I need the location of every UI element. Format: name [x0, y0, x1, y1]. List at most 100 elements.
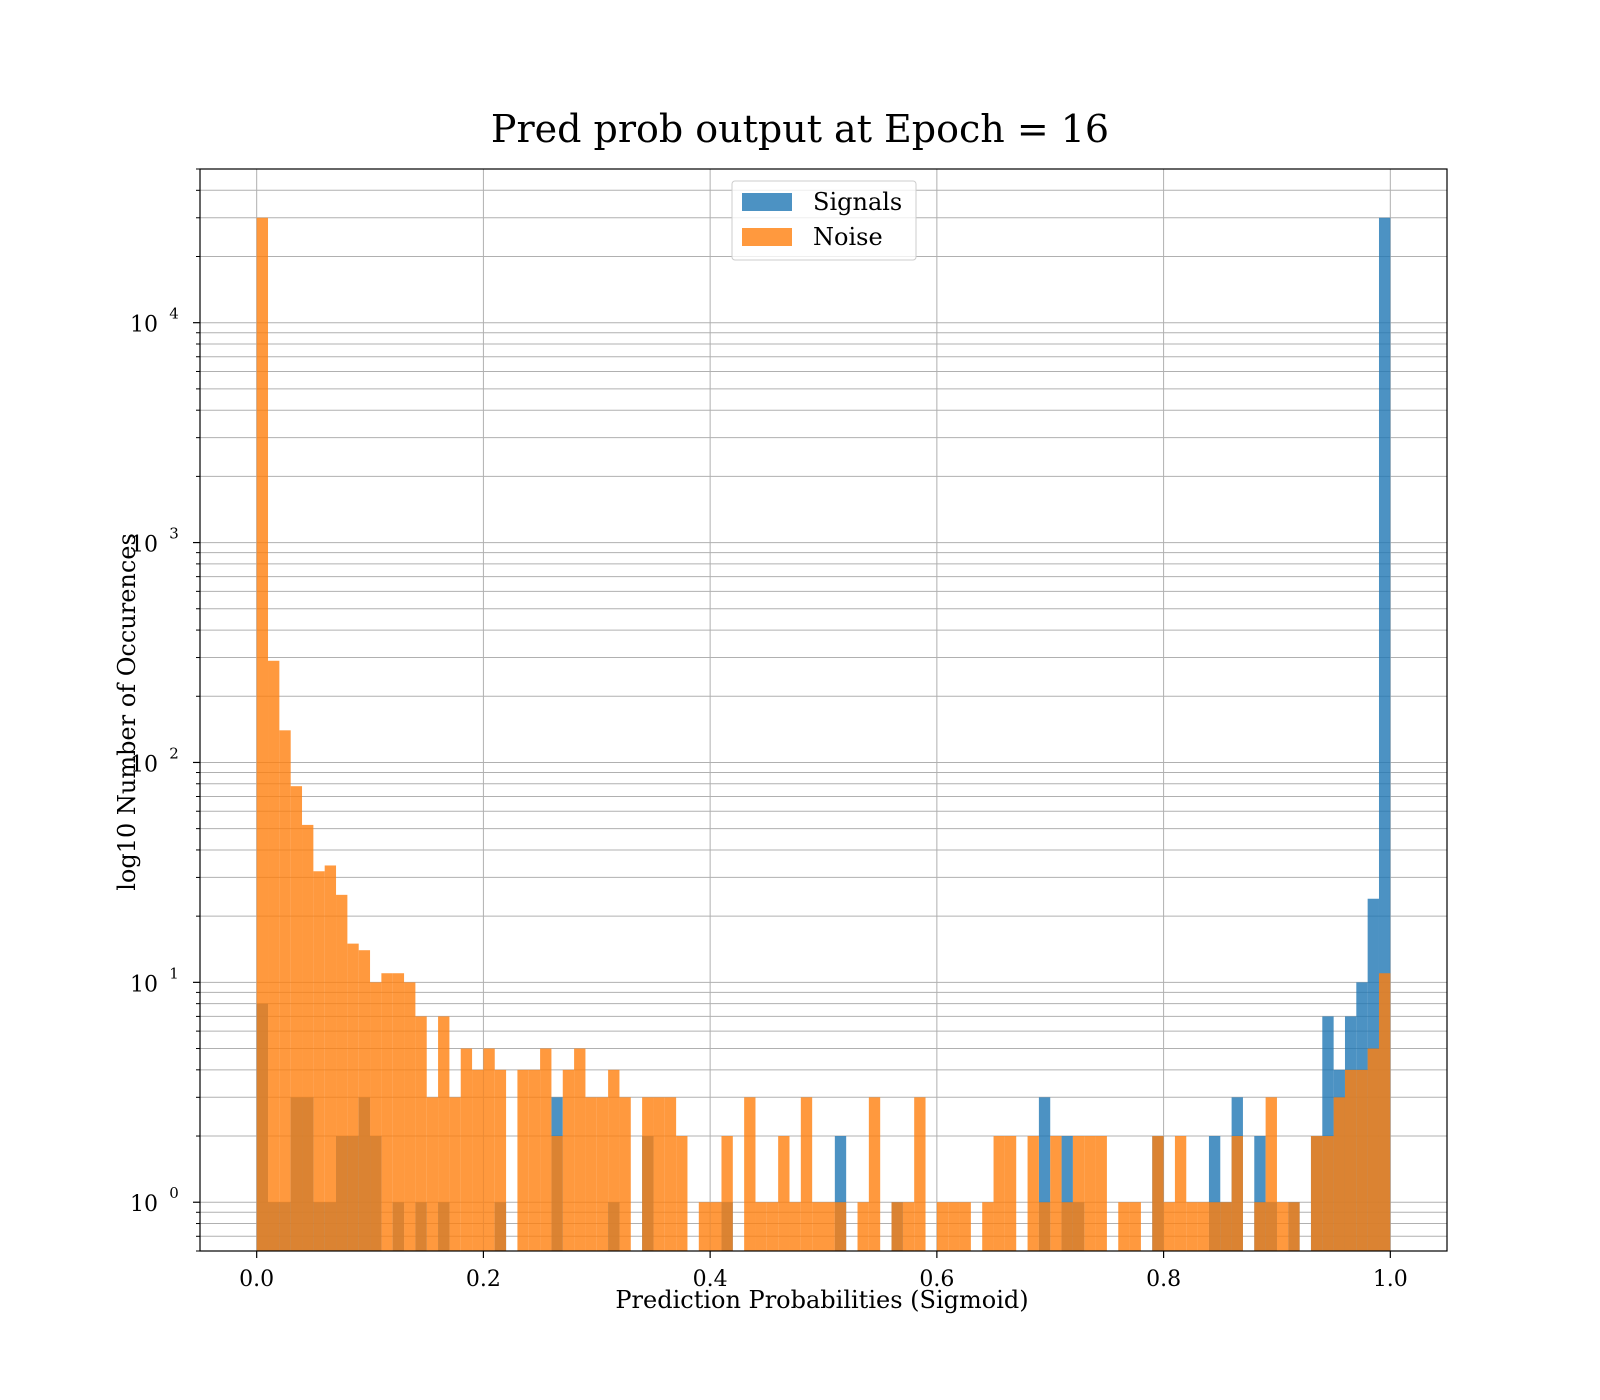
bar-noise	[268, 660, 280, 1251]
bar-noise	[993, 1136, 1005, 1251]
bar-noise	[517, 1069, 529, 1251]
bar-noise	[336, 894, 348, 1251]
bar-noise	[1050, 1136, 1062, 1251]
bar-signals	[1038, 1097, 1051, 1251]
x-tick-label: 0.8	[1146, 1267, 1181, 1292]
bar-noise	[1356, 1069, 1368, 1251]
bar-noise	[755, 1202, 767, 1251]
plot-frame	[199, 168, 1448, 1252]
bar-noise	[1276, 1202, 1289, 1251]
bar-noise	[1095, 1136, 1107, 1251]
bar-noise	[800, 1097, 813, 1251]
bar-noise	[710, 1202, 722, 1251]
bar-noise	[948, 1202, 960, 1251]
y-tick-exponent: 3	[169, 525, 179, 543]
bar-noise	[1333, 1097, 1345, 1251]
series-noise	[256, 217, 1391, 1252]
bar-noise	[460, 1048, 473, 1251]
bar-noise	[959, 1202, 971, 1251]
bar-noise	[766, 1202, 779, 1251]
bar-signals	[1061, 1136, 1073, 1251]
bar-noise	[1344, 1069, 1357, 1251]
bar-noise	[834, 1202, 847, 1251]
legend: Signals Noise	[731, 180, 917, 261]
bar-noise	[778, 1136, 790, 1251]
x-tick-label: 0.4	[693, 1267, 728, 1292]
bar-noise	[1231, 1136, 1243, 1251]
bar-noise	[1288, 1202, 1300, 1251]
bar-noise	[1220, 1202, 1232, 1251]
bar-noise	[721, 1136, 733, 1251]
bar-noise	[256, 217, 269, 1252]
bar-noise	[381, 973, 393, 1251]
bar-noise	[562, 1069, 575, 1251]
bar-noise	[1367, 1048, 1379, 1251]
legend-label-noise: Noise	[813, 223, 883, 251]
bar-noise	[1163, 1202, 1175, 1251]
bar-noise	[551, 1136, 563, 1251]
bar-noise	[676, 1136, 688, 1251]
x-tick-label: 0.6	[919, 1267, 954, 1292]
bar-noise	[358, 950, 371, 1251]
chart-title: Pred prob output at Epoch = 16	[491, 107, 1109, 151]
bar-noise	[1152, 1136, 1164, 1251]
x-axis-label: Prediction Probabilities (Sigmoid)	[615, 1286, 1028, 1314]
x-tick-label: 0.2	[466, 1267, 501, 1292]
bar-noise	[392, 973, 405, 1251]
bar-noise	[914, 1097, 926, 1251]
bar-noise	[1322, 1136, 1334, 1251]
bar-noise	[528, 1069, 541, 1251]
bar-noise	[324, 865, 337, 1251]
bar-noise	[1129, 1202, 1141, 1251]
y-tick-label: 10	[130, 752, 158, 777]
bar-noise	[1118, 1202, 1130, 1251]
bar-noise	[744, 1097, 756, 1251]
y-axis-label: log10 Number of Occurences	[113, 533, 141, 891]
y-tick-exponent: 2	[169, 744, 179, 762]
bar-noise	[1265, 1097, 1277, 1251]
bar-noise	[857, 1202, 869, 1251]
legend-label-signals: Signals	[813, 188, 902, 216]
bar-noise	[290, 786, 303, 1251]
bar-noise	[653, 1097, 665, 1251]
bar-noise	[698, 1202, 711, 1251]
bar-noise	[596, 1097, 609, 1251]
bar-noise	[483, 1048, 495, 1251]
bar-noise	[936, 1202, 949, 1251]
bar-noise	[472, 1069, 484, 1251]
y-tick-exponent: 0	[169, 1184, 179, 1202]
bar-noise	[608, 1069, 620, 1251]
bar-noise	[1254, 1202, 1266, 1251]
bar-noise	[642, 1097, 654, 1251]
bar-signals	[1254, 1136, 1266, 1251]
bar-noise	[279, 730, 291, 1251]
bar-noise	[1072, 1136, 1085, 1251]
y-tick-exponent: 4	[169, 305, 179, 323]
x-tick-label: 0.0	[239, 1267, 274, 1292]
bar-noise	[494, 1069, 507, 1251]
bar-noise	[619, 1097, 631, 1251]
bar-noise	[1310, 1136, 1323, 1251]
bar-noise	[664, 1097, 677, 1251]
bar-noise	[823, 1202, 835, 1251]
bar-noise	[812, 1202, 824, 1251]
bar-noise	[902, 1202, 915, 1251]
histogram-bars	[256, 217, 1391, 1252]
y-tick-label: 10	[130, 1192, 158, 1217]
bar-noise	[1197, 1202, 1209, 1251]
bar-noise	[404, 982, 416, 1251]
bar-noise	[982, 1202, 994, 1251]
bar-noise	[1174, 1136, 1187, 1251]
legend-swatch-noise	[742, 228, 792, 246]
bar-noise	[1084, 1136, 1096, 1251]
bar-noise	[302, 824, 314, 1251]
bar-signals	[1322, 1016, 1334, 1251]
bar-noise	[1004, 1136, 1017, 1251]
bar-signals	[834, 1136, 847, 1251]
legend-swatch-signals	[742, 193, 792, 211]
bar-noise	[1186, 1202, 1198, 1251]
bar-noise	[574, 1048, 586, 1251]
x-tick-label: 1.0	[1373, 1267, 1408, 1292]
bar-signals	[1208, 1136, 1221, 1251]
